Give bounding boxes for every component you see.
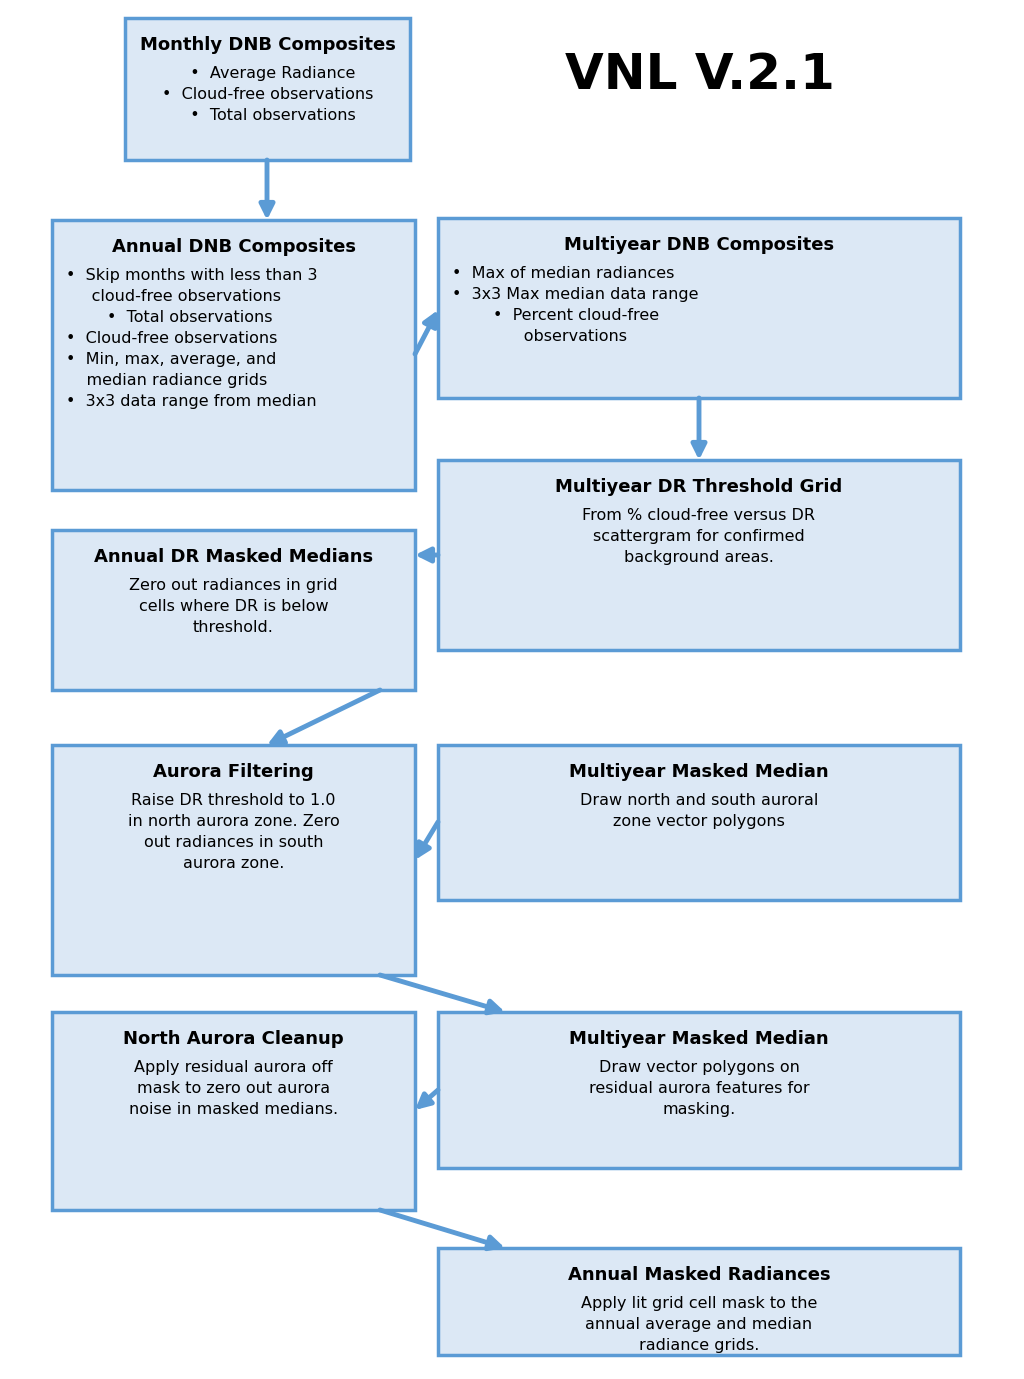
Bar (438, 218, 961, 399)
Bar (52, 530, 415, 690)
Text: Annual DR Masked Medians: Annual DR Masked Medians (94, 547, 373, 565)
Text: Multiyear Masked Median: Multiyear Masked Median (569, 1030, 828, 1048)
Text: Monthly DNB Composites: Monthly DNB Composites (139, 36, 395, 54)
Text: Multiyear Masked Median: Multiyear Masked Median (569, 763, 828, 781)
Text: •  Skip months with less than 3
     cloud-free observations
        •  Total ob: • Skip months with less than 3 cloud-fre… (66, 268, 317, 410)
Bar (438, 745, 961, 900)
Bar (438, 1248, 961, 1356)
Text: Multiyear DNB Composites: Multiyear DNB Composites (564, 236, 835, 254)
Bar (52, 745, 415, 975)
Text: Draw vector polygons on
residual aurora features for
masking.: Draw vector polygons on residual aurora … (589, 1060, 809, 1117)
Text: Raise DR threshold to 1.0
in north aurora zone. Zero
out radiances in south
auro: Raise DR threshold to 1.0 in north auror… (128, 793, 339, 872)
Bar (52, 221, 415, 490)
Text: Annual Masked Radiances: Annual Masked Radiances (567, 1266, 830, 1284)
Text: •  Average Radiance
•  Cloud-free observations
  •  Total observations: • Average Radiance • Cloud-free observat… (162, 66, 373, 123)
Text: Zero out radiances in grid
cells where DR is below
threshold.: Zero out radiances in grid cells where D… (129, 578, 338, 634)
Bar (438, 461, 961, 650)
Text: Aurora Filtering: Aurora Filtering (154, 763, 314, 781)
Text: VNL V.2.1: VNL V.2.1 (565, 51, 835, 99)
Text: Draw north and south auroral
zone vector polygons: Draw north and south auroral zone vector… (580, 793, 818, 829)
Bar (438, 1012, 961, 1168)
Text: Annual DNB Composites: Annual DNB Composites (112, 239, 355, 256)
Text: Apply lit grid cell mask to the
annual average and median
radiance grids.: Apply lit grid cell mask to the annual a… (581, 1296, 817, 1353)
Text: North Aurora Cleanup: North Aurora Cleanup (123, 1030, 344, 1048)
Text: From % cloud-free versus DR
scattergram for confirmed
background areas.: From % cloud-free versus DR scattergram … (583, 507, 815, 565)
Text: Multiyear DR Threshold Grid: Multiyear DR Threshold Grid (555, 479, 843, 496)
Text: Apply residual aurora off
mask to zero out aurora
noise in masked medians.: Apply residual aurora off mask to zero o… (129, 1060, 338, 1117)
Text: •  Max of median radiances
•  3x3 Max median data range
        •  Percent cloud: • Max of median radiances • 3x3 Max medi… (452, 266, 698, 343)
Bar (52, 1012, 415, 1209)
Bar (125, 18, 410, 160)
